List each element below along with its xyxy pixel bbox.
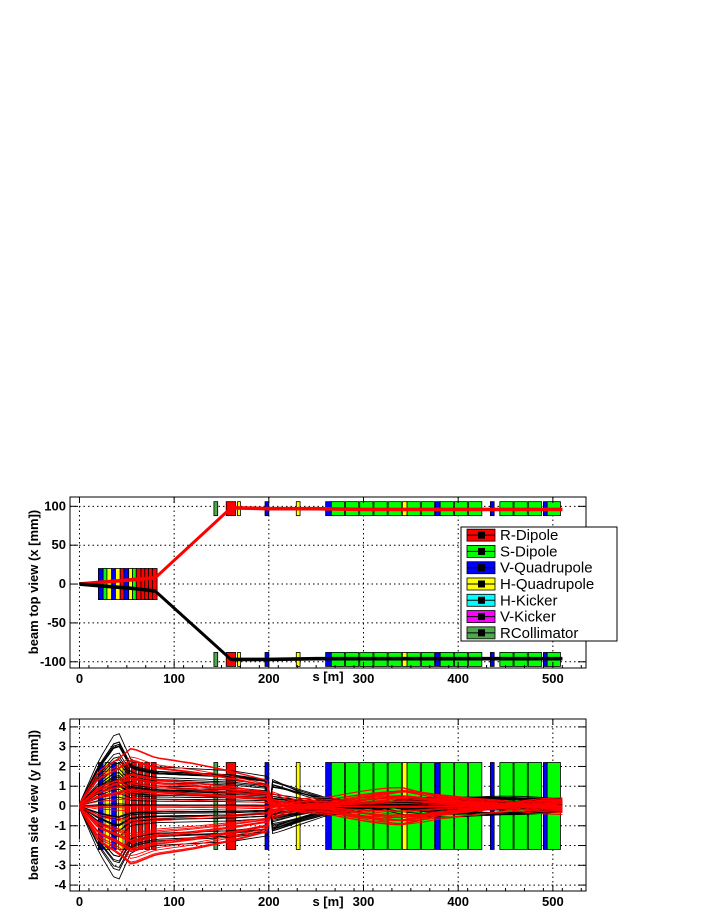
trajectory-line <box>79 760 563 813</box>
trajectory-line <box>79 756 563 819</box>
magnet-block <box>106 568 113 601</box>
x-tick-label: 100 <box>163 671 185 686</box>
trajectory-line <box>79 741 563 832</box>
trajectory-line <box>79 760 563 815</box>
x-tick-label: 100 <box>163 894 185 909</box>
y-tick-label: 0 <box>59 576 66 591</box>
magnet-block-upper <box>213 501 219 517</box>
legend-marker <box>478 531 485 539</box>
x-tick-label: 0 <box>76 894 83 909</box>
trajectory-line <box>79 582 563 659</box>
x-tick-label: 400 <box>447 894 469 909</box>
side-trajectories <box>79 733 563 880</box>
side-view-panel: 0 100 200 300 400 500 -4 -3 -2 -1 0 1 2 3 4 beam side … <box>26 718 587 909</box>
legend-label: V-Kicker <box>500 609 556 626</box>
x-tick-label: 500 <box>542 894 564 909</box>
y-tick-label: 50 <box>52 537 66 552</box>
y-tick-label: -1 <box>54 818 66 833</box>
legend-label: H-Quadrupole <box>500 576 594 593</box>
magnet-block-lower <box>213 652 219 667</box>
x-tick-label: 200 <box>258 894 280 909</box>
legend-marker <box>478 564 485 572</box>
y-tick-label: 4 <box>59 719 67 734</box>
legend: R-DipoleS-DipoleV-QuadrupoleH-Quadrupole… <box>460 526 618 642</box>
x-tick-label: 0 <box>76 671 83 686</box>
y-tick-label: -2 <box>54 838 66 853</box>
magnet-block <box>128 568 133 601</box>
side-xlabel: s [m] <box>312 894 343 909</box>
y-tick-label: 2 <box>59 758 66 773</box>
magnet-block <box>123 568 130 601</box>
trajectory-line <box>79 801 563 836</box>
top-view-panel: 0 100 200 300 400 500 -100 -50 0 50 100 beam top v… <box>26 496 618 686</box>
legend-marker <box>478 629 485 637</box>
magnet-block <box>148 568 153 601</box>
magnet-block <box>132 568 137 601</box>
x-tick-label: 300 <box>353 894 375 909</box>
legend-label: V-Quadrupole <box>500 560 593 577</box>
top-ylabel: beam top view (x [mm]) <box>26 510 41 654</box>
magnet-block <box>135 568 142 601</box>
magnet-block <box>115 568 121 601</box>
legend-marker <box>478 547 485 555</box>
y-tick-label: 100 <box>44 498 66 513</box>
y-tick-label: 3 <box>59 739 66 754</box>
top-xlabel: s [m] <box>312 669 343 684</box>
legend-label: R-Dipole <box>500 527 558 544</box>
magnet-block <box>151 568 158 601</box>
side-axis-ticks: 0 100 200 300 400 500 -4 -3 -2 -1 0 1 2 3 4 <box>54 719 586 909</box>
side-plot-border <box>69 718 587 892</box>
x-tick-label: 400 <box>447 671 469 686</box>
y-tick-label: -50 <box>47 615 66 630</box>
x-tick-label: 200 <box>258 671 280 686</box>
legend-marker <box>478 613 485 621</box>
x-tick-label: 300 <box>353 671 375 686</box>
trajectory-line <box>79 798 563 842</box>
x-tick-label: 500 <box>542 671 564 686</box>
magnet-block <box>102 568 108 601</box>
legend-label: H-Kicker <box>500 592 558 609</box>
legend-marker <box>478 596 485 604</box>
y-tick-label: 0 <box>59 798 66 813</box>
legend-label: RCollimator <box>500 625 578 642</box>
magnet-block <box>140 568 146 601</box>
trajectory-line <box>79 805 563 809</box>
y-tick-label: 1 <box>59 778 66 793</box>
y-tick-label: -4 <box>54 877 66 892</box>
trajectory-line <box>79 733 563 835</box>
y-tick-label: -100 <box>40 654 66 669</box>
side-ylabel: beam side view (y [mm]) <box>26 730 41 880</box>
magnet-block <box>111 568 116 601</box>
top-trajectories <box>79 506 563 662</box>
magnet-block <box>119 568 125 601</box>
legend-marker <box>478 580 485 588</box>
trajectory-line <box>79 773 563 811</box>
trajectory-line <box>79 506 563 584</box>
y-tick-label: -3 <box>54 857 66 872</box>
magnet-block <box>144 568 149 601</box>
legend-label: S-Dipole <box>500 543 558 560</box>
